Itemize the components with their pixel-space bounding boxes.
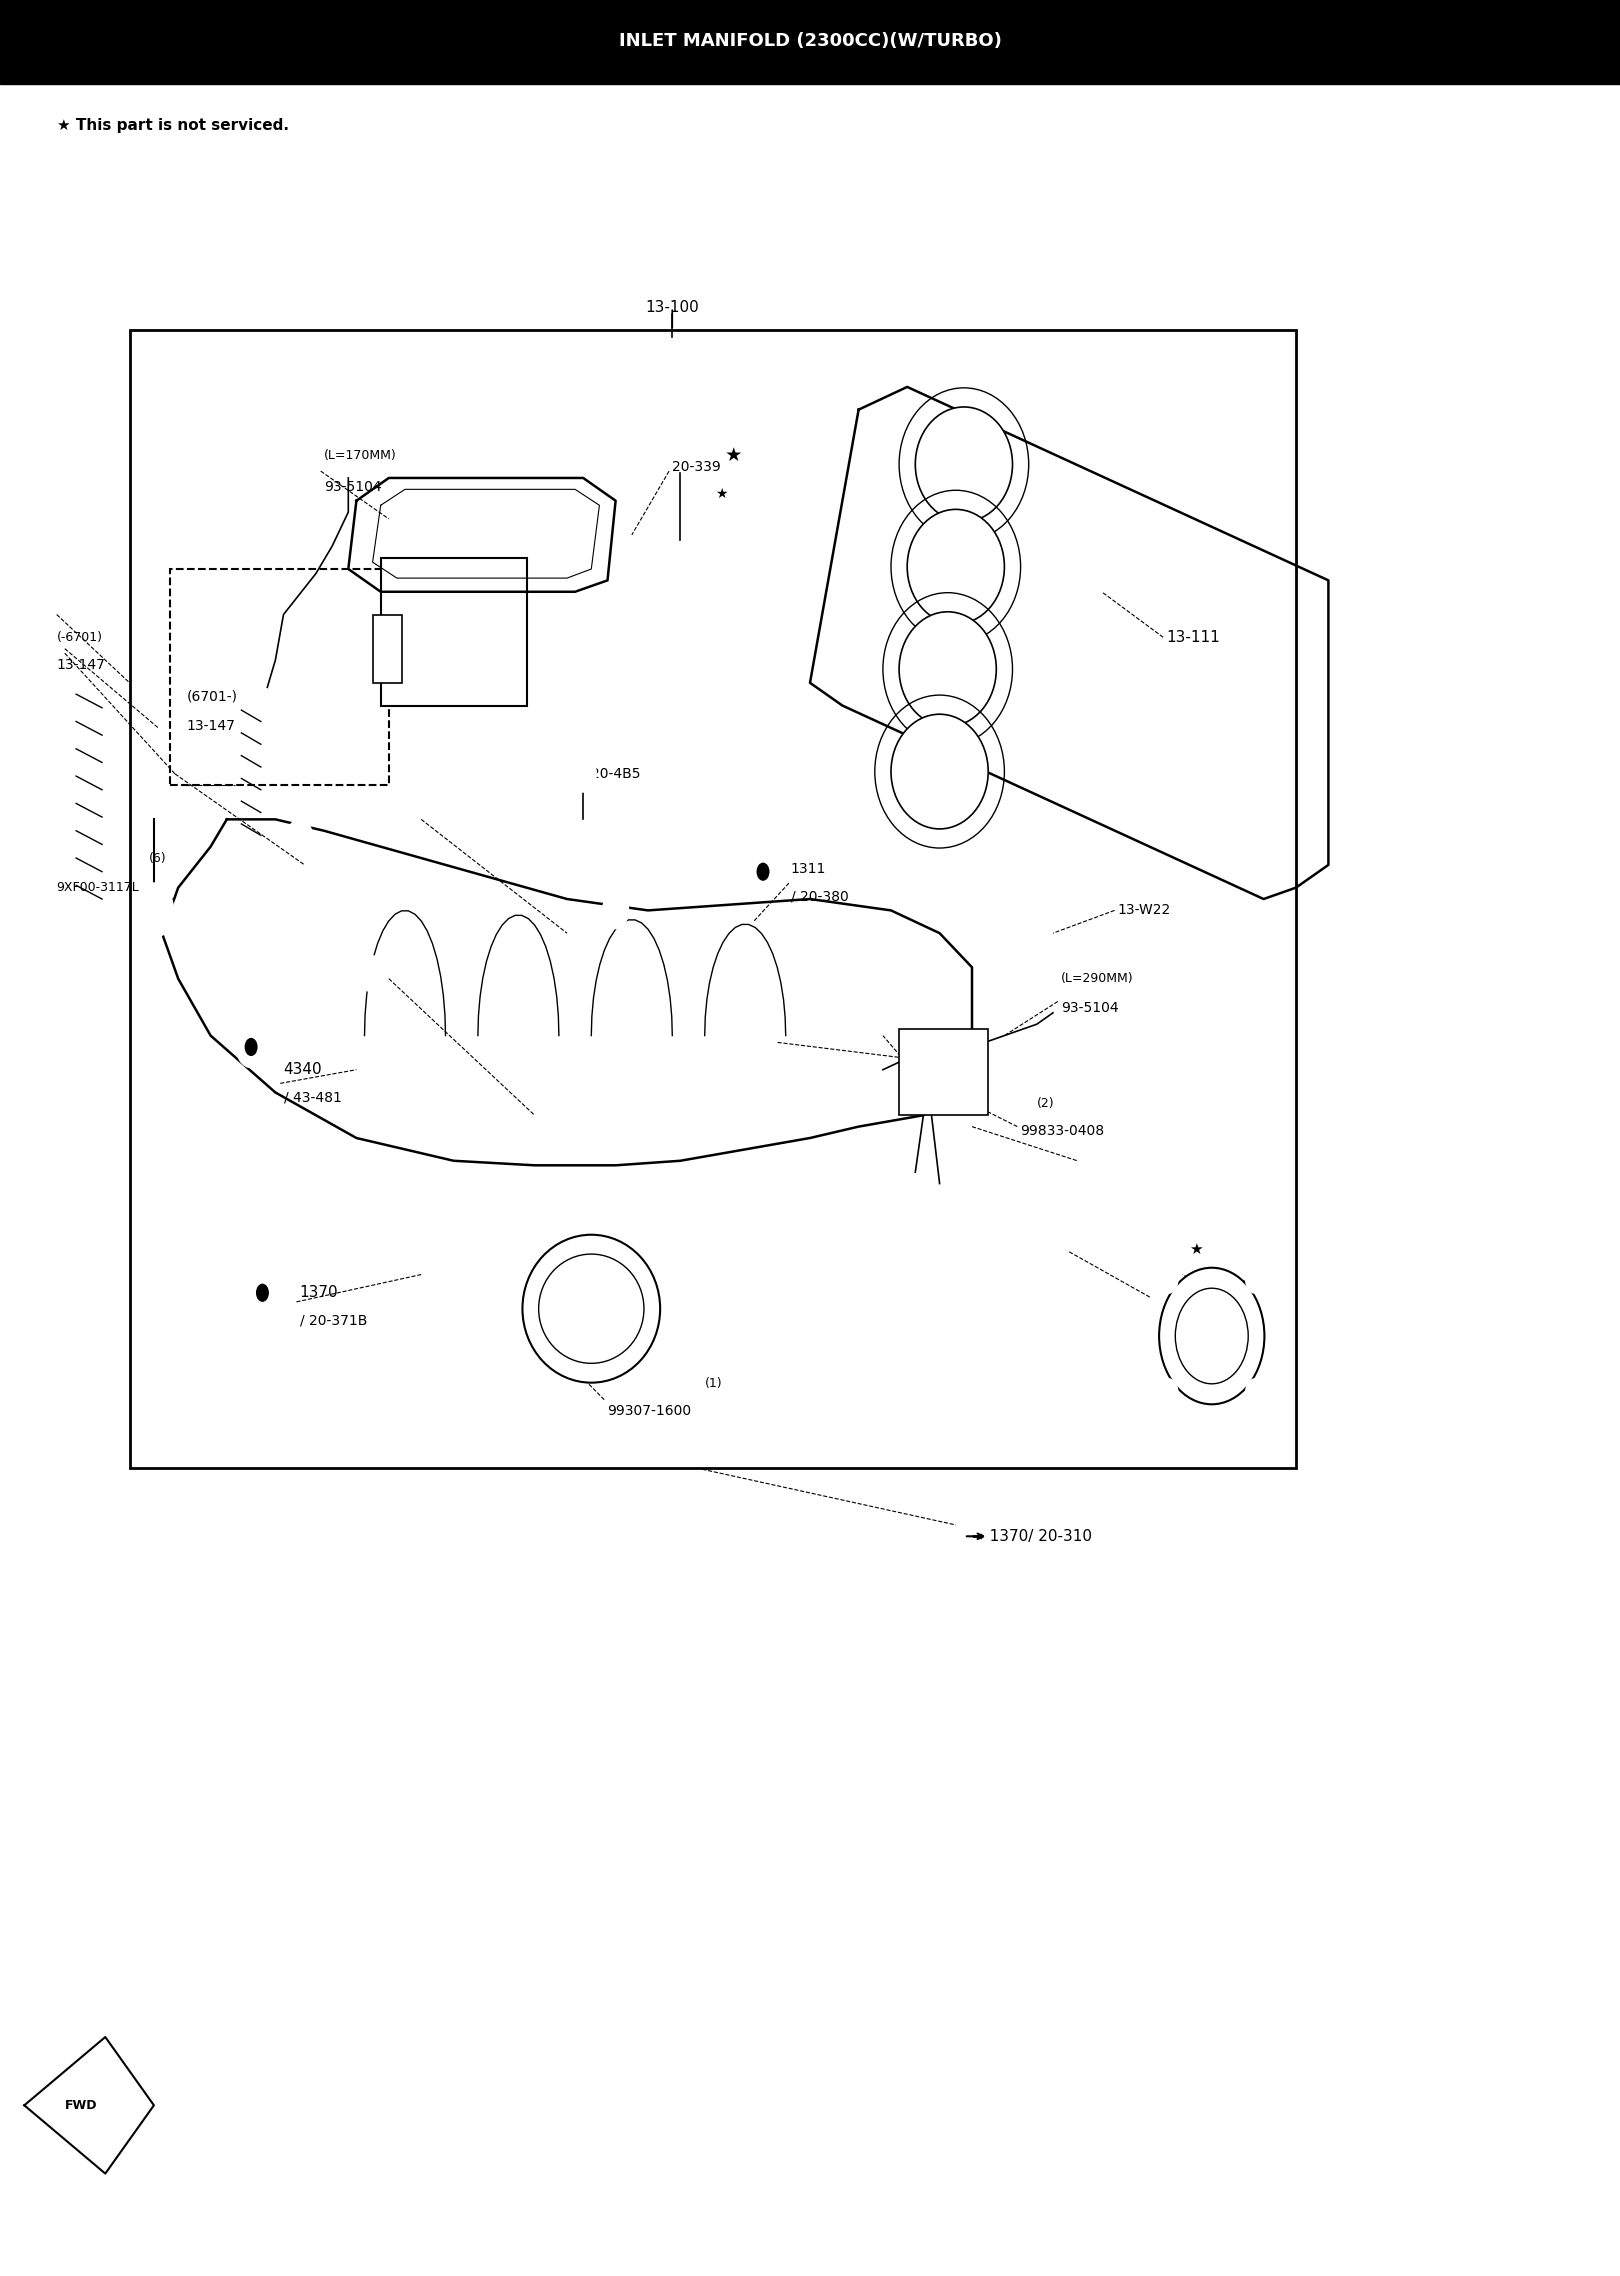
Polygon shape: [810, 387, 1328, 899]
Ellipse shape: [1158, 1268, 1265, 1404]
Text: 13-W22: 13-W22: [1118, 904, 1171, 917]
Text: 20-4B5: 20-4B5: [591, 767, 642, 781]
Text: 18-9101: 18-9101: [915, 1063, 974, 1077]
Text: ⇒ 1370/ 20-310: ⇒ 1370/ 20-310: [972, 1529, 1092, 1543]
Circle shape: [134, 883, 173, 938]
Text: / 20-380: / 20-380: [791, 890, 849, 904]
Text: 99833-0408: 99833-0408: [1021, 1124, 1105, 1138]
Text: (6): (6): [149, 851, 167, 865]
Text: (1): (1): [705, 1377, 723, 1391]
Text: 93-5104: 93-5104: [324, 480, 382, 494]
Text: (2): (2): [1037, 1097, 1055, 1111]
Circle shape: [237, 1026, 266, 1067]
Text: ★: ★: [726, 446, 742, 464]
Text: 1370: 1370: [300, 1286, 339, 1300]
Text: ★: ★: [714, 487, 727, 501]
Bar: [381, 558, 526, 706]
Ellipse shape: [915, 407, 1012, 521]
Text: (6701-): (6701-): [186, 690, 237, 703]
Text: / 20-371B: / 20-371B: [300, 1313, 368, 1327]
Circle shape: [1158, 1379, 1178, 1407]
Circle shape: [603, 892, 629, 929]
Text: ★ This part is not serviced.: ★ This part is not serviced.: [57, 118, 288, 132]
Circle shape: [1158, 1265, 1178, 1293]
Circle shape: [748, 851, 778, 892]
Ellipse shape: [891, 715, 988, 828]
Text: (-6701): (-6701): [57, 630, 102, 644]
Text: 13-147: 13-147: [57, 658, 105, 671]
Bar: [0, 0, 1620, 84]
Circle shape: [311, 892, 337, 929]
Circle shape: [248, 1272, 277, 1313]
Ellipse shape: [522, 1234, 661, 1384]
Circle shape: [256, 1284, 269, 1302]
Text: 13-147: 13-147: [186, 719, 235, 733]
Text: INLET MANIFOLD (2300CC)(W/TURBO): INLET MANIFOLD (2300CC)(W/TURBO): [619, 32, 1001, 50]
Text: 20-130: 20-130: [1207, 1279, 1256, 1293]
Bar: [899, 1029, 988, 1115]
Circle shape: [1246, 1379, 1265, 1407]
Ellipse shape: [907, 510, 1004, 624]
Text: FWD: FWD: [65, 2098, 97, 2112]
Circle shape: [505, 824, 531, 860]
Circle shape: [666, 542, 695, 583]
Bar: [373, 615, 402, 683]
Text: 99307-1600: 99307-1600: [608, 1404, 692, 1418]
Text: 13-111: 13-111: [1166, 630, 1220, 644]
Text: 13-100: 13-100: [645, 300, 700, 314]
Text: (L=290MM): (L=290MM): [1061, 972, 1134, 986]
Bar: [130, 330, 1296, 1468]
Text: / 43-481: / 43-481: [284, 1090, 342, 1104]
Text: 9XF00-3117L: 9XF00-3117L: [57, 881, 139, 894]
Polygon shape: [348, 478, 616, 592]
Circle shape: [757, 863, 770, 881]
Text: 18-741C: 18-741C: [434, 676, 492, 690]
Text: ★: ★: [1189, 1243, 1202, 1256]
Text: 4340: 4340: [284, 1063, 322, 1077]
Ellipse shape: [538, 1254, 643, 1363]
Circle shape: [716, 847, 742, 883]
Text: (L=170MM): (L=170MM): [324, 448, 397, 462]
Bar: [170, 569, 389, 785]
Circle shape: [360, 956, 386, 992]
Polygon shape: [24, 2037, 154, 2174]
Circle shape: [1246, 1265, 1265, 1293]
Circle shape: [245, 1038, 258, 1056]
Ellipse shape: [899, 612, 996, 726]
Text: 93-5104: 93-5104: [1061, 1001, 1119, 1015]
Circle shape: [570, 756, 596, 792]
Text: 1311: 1311: [791, 863, 826, 876]
Text: 20-339: 20-339: [672, 460, 721, 473]
Ellipse shape: [1174, 1288, 1247, 1384]
Circle shape: [287, 819, 313, 856]
